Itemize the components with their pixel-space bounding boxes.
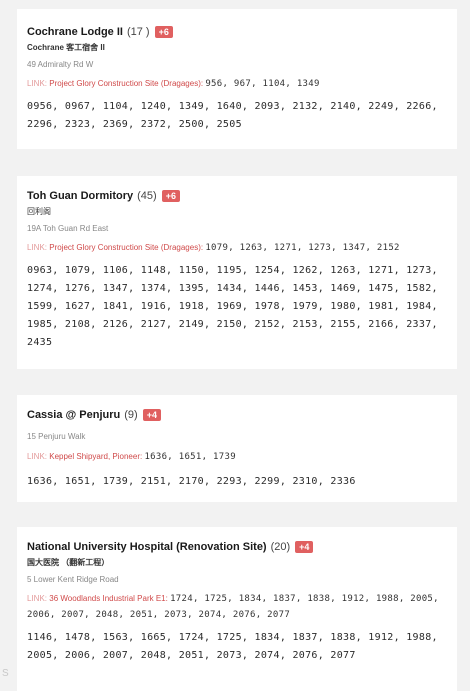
dormitory-card-cochrane: Cochrane Lodge II (17 ) +6 Cochrane 客工宿舍… [17,9,457,149]
dormitory-address: 49 Admiralty Rd W [27,60,94,69]
link-row: LINK: Keppel Shipyard, Pioneer: 1636, 16… [27,449,447,465]
dormitory-name: National University Hospital (Renovation… [27,541,267,553]
card-title-row: Cassia @ Penjuru (9) +4 [27,408,447,422]
link-label: LINK: [27,594,48,603]
new-cases-badge: +4 [142,409,161,421]
case-number-list: 1636, 1651, 1739, 2151, 2170, 2293, 2299… [27,476,356,487]
link-site[interactable]: Project Glory Construction Site (Dragage… [49,243,204,252]
dormitory-address: 19A Toh Guan Rd East [27,224,109,233]
case-number-list: 1146, 1478, 1563, 1665, 1724, 1725, 1834… [27,632,438,661]
dormitory-name: Cochrane Lodge II [27,26,123,38]
new-cases-badge: +6 [161,190,180,202]
case-count: (45) [137,190,157,202]
link-site[interactable]: Keppel Shipyard, Pioneer: [49,452,143,461]
case-number-list: 0956, 0967, 1104, 1240, 1349, 1640, 2093… [27,101,438,130]
link-case-numbers: 1724, 1725, 1834, 1837, 1838, 1912, 1988… [27,594,439,620]
card-title-row: Cochrane Lodge II (17 ) +6 [27,25,447,39]
link-site[interactable]: 36 Woodlands Industrial Park E1: [49,594,168,603]
link-row: LINK: 36 Woodlands Industrial Park E1: 1… [27,591,447,623]
link-label: LINK: [27,79,48,88]
dormitory-address: 15 Penjuru Walk [27,432,86,441]
dormitory-chinese-name: Cochrane 客工宿舍 II [27,43,105,52]
dormitory-card-toh-guan: Toh Guan Dormitory (45) +6 回利阁 19A Toh G… [17,176,457,369]
link-case-numbers: 1636, 1651, 1739 [144,452,236,462]
link-row: LINK: Project Glory Construction Site (D… [27,76,447,92]
new-cases-badge: +6 [154,26,173,38]
watermark: S [2,668,9,679]
dormitory-name: Toh Guan Dormitory [27,190,134,202]
dormitory-card-nuh: National University Hospital (Renovation… [17,527,457,691]
case-number-list: 0963, 1079, 1106, 1148, 1150, 1195, 1254… [27,265,438,348]
link-row: LINK: Project Glory Construction Site (D… [27,240,447,256]
link-label: LINK: [27,452,48,461]
dormitory-address: 5 Lower Kent Ridge Road [27,575,119,584]
card-title-row: National University Hospital (Renovation… [27,540,447,554]
dormitory-name: Cassia @ Penjuru [27,409,121,421]
card-title-row: Toh Guan Dormitory (45) +6 [27,189,447,203]
link-case-numbers: 1079, 1263, 1271, 1273, 1347, 2152 [205,243,400,253]
link-site[interactable]: Project Glory Construction Site (Dragage… [49,79,204,88]
dormitory-card-cassia: Cassia @ Penjuru (9) +4 15 Penjuru Walk … [17,395,457,502]
new-cases-badge: +4 [295,541,314,553]
case-count: (17 ) [126,26,150,38]
link-case-numbers: 956, 967, 1104, 1349 [205,79,320,89]
link-label: LINK: [27,243,48,252]
case-count: (20) [270,541,291,553]
case-count: (9) [124,409,138,421]
dormitory-chinese-name: 回利阁 [27,207,51,216]
dormitory-chinese-name: 国大医院 （翻新工程） [27,558,110,567]
